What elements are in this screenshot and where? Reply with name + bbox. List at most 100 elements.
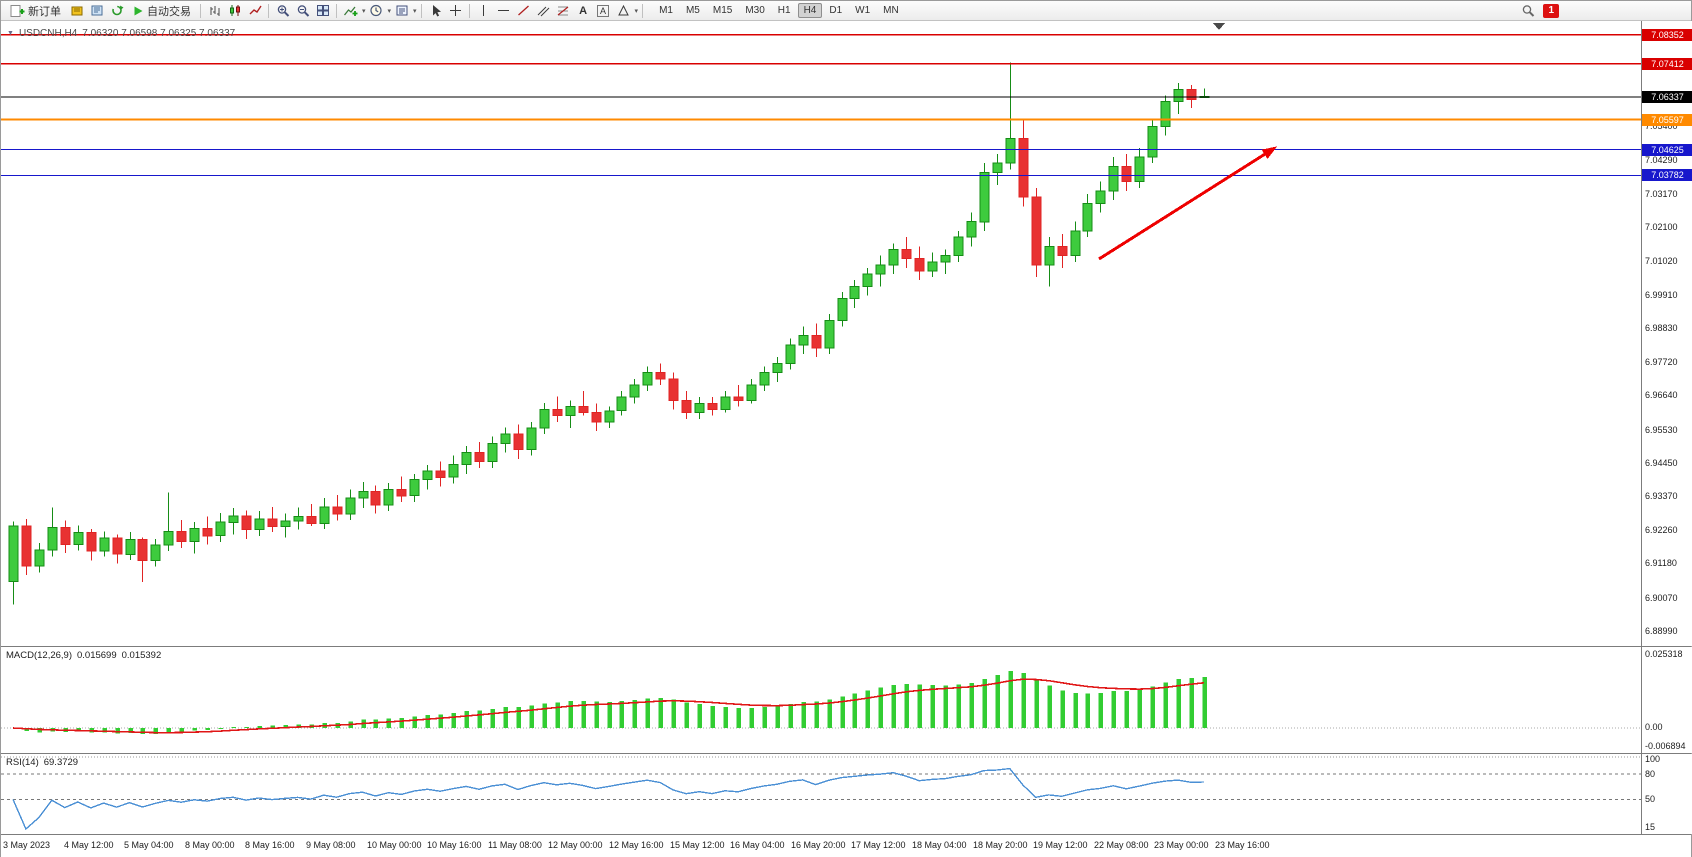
rsi-axis-label: 15 (1645, 822, 1656, 832)
vertical-line-tool-icon[interactable] (474, 2, 493, 19)
trendline-tool-icon[interactable] (514, 2, 533, 19)
bearish-candle (435, 470, 446, 478)
bullish-candle (293, 516, 304, 522)
time-axis-label: 9 May 08:00 (306, 840, 356, 850)
strategy-tester-icon[interactable] (87, 2, 106, 19)
template-dropdown-icon[interactable]: ▾ (413, 7, 417, 15)
timeframe-button-m30[interactable]: M30 (739, 3, 770, 18)
text-tool-icon[interactable]: A (579, 4, 588, 17)
price-chart-pane[interactable]: ▼ USDCNH,H4 7.06320 7.06598 7.06325 7.06… (1, 21, 1692, 646)
macd-indicator-pane[interactable]: MACD(12,26,9) 0.015699 0.015392 0.025318… (1, 646, 1692, 753)
chart-title: ▼ USDCNH,H4 7.06320 7.06598 7.06325 7.06… (7, 28, 235, 39)
auto-trading-label: 自动交易 (147, 5, 191, 18)
price-level-badge: 7.05597 (1642, 114, 1692, 126)
new-order-button[interactable]: 新订单 (5, 1, 66, 21)
bearish-candle (707, 402, 718, 411)
price-axis-label: 7.01020 (1645, 256, 1678, 266)
timeframe-button-mn[interactable]: MN (877, 3, 905, 18)
bullish-candle (824, 319, 835, 349)
macd-canvas (1, 671, 1641, 735)
bearish-candle (332, 506, 343, 515)
symbol-marker-icon[interactable]: ▼ (7, 30, 14, 37)
price-axis-label: 6.93370 (1645, 491, 1678, 501)
time-axis-label: 16 May 20:00 (791, 840, 846, 850)
bullish-candle (500, 433, 511, 444)
shapes-tool-icon[interactable] (614, 2, 633, 19)
fibonacci-tool-icon[interactable] (554, 2, 573, 19)
line-chart-style-icon[interactable] (245, 2, 264, 19)
bar-chart-style-icon[interactable] (205, 2, 224, 19)
price-axis[interactable]: 7.05400 7.04290 7.03170 7.02100 7.01020 6.999… (1641, 21, 1692, 646)
bullish-candle (345, 497, 356, 515)
timeframe-button-m1[interactable]: M1 (653, 3, 679, 18)
timeframe-button-m5[interactable]: M5 (680, 3, 706, 18)
time-axis-label: 12 May 16:00 (609, 840, 664, 850)
add-indicator-dropdown-icon[interactable]: ▾ (362, 7, 366, 15)
arrow-shaft (1098, 147, 1274, 261)
text-label-tool-icon[interactable]: A (594, 2, 613, 19)
cursor-icon[interactable] (426, 2, 445, 19)
bearish-candle (591, 412, 602, 423)
timeframe-button-w1[interactable]: W1 (849, 3, 876, 18)
bullish-candle (526, 427, 537, 451)
search-icon[interactable] (1518, 2, 1537, 19)
notification-badge[interactable]: 1 (1543, 3, 1559, 18)
refresh-icon[interactable] (107, 2, 126, 19)
price-level-badge: 7.08352 (1642, 29, 1692, 41)
price-level-badge: 7.04625 (1642, 144, 1692, 156)
channel-tool-icon[interactable] (534, 2, 553, 19)
timeframe-button-d1[interactable]: D1 (823, 3, 848, 18)
bullish-candle (862, 273, 873, 287)
bullish-candle (1082, 202, 1093, 232)
timeframe-button-h1[interactable]: H1 (772, 3, 797, 18)
chart-shift-marker-icon[interactable] (1213, 23, 1225, 30)
period-dropdown-icon[interactable]: ▾ (387, 7, 392, 15)
bearish-candle (655, 372, 666, 380)
price-chart-canvas[interactable] (1, 21, 1641, 646)
zoom-out-icon[interactable] (293, 2, 312, 19)
price-axis-label: 7.03170 (1645, 189, 1678, 199)
bullish-candle (940, 255, 951, 263)
time-axis-label: 8 May 16:00 (245, 840, 295, 850)
timeframe-button-h4[interactable]: H4 (797, 3, 823, 18)
candles-layer (8, 62, 1210, 605)
bullish-candle (319, 506, 330, 524)
template-icon[interactable] (392, 2, 411, 19)
time-axis-label: 10 May 00:00 (367, 840, 422, 850)
time-axis-label: 12 May 00:00 (548, 840, 603, 850)
rsi-indicator-pane[interactable]: RSI(14) 69.3729 100 80 50 15 (1, 753, 1692, 834)
period-clock-icon[interactable] (367, 2, 386, 19)
add-indicator-icon[interactable] (341, 2, 360, 19)
trend-arrow-annotation[interactable] (1098, 146, 1278, 261)
time-axis-label: 19 May 12:00 (1033, 840, 1088, 850)
shapes-dropdown-icon[interactable]: ▾ (634, 7, 639, 15)
data-window-icon[interactable] (67, 2, 86, 19)
time-axis-label: 5 May 04:00 (124, 840, 174, 850)
zoom-in-icon[interactable] (273, 2, 292, 19)
bearish-candle (21, 525, 32, 567)
bearish-candle (241, 515, 252, 531)
crosshair-icon[interactable] (446, 2, 465, 19)
timeframe-button-m15[interactable]: M15 (707, 3, 738, 18)
horizontal-line-tool-icon[interactable] (494, 2, 513, 19)
bullish-candle (1095, 190, 1106, 204)
macd-histogram (24, 671, 1207, 735)
toolbar-separator (420, 3, 422, 18)
bullish-candle (539, 409, 550, 429)
bearish-candle (86, 532, 97, 552)
candlestick-style-icon[interactable] (225, 2, 244, 19)
bearish-candle (1057, 245, 1068, 257)
bullish-candle (642, 372, 653, 386)
auto-trading-button[interactable]: 自动交易 (127, 1, 196, 21)
tile-windows-icon[interactable] (313, 2, 332, 19)
time-axis[interactable]: 3 May 2023 4 May 12:00 5 May 04:00 8 May 00… (1, 834, 1691, 857)
macd-axis-label: -0.006894 (1645, 741, 1686, 751)
bullish-candle (992, 162, 1003, 173)
bullish-candle (150, 544, 161, 561)
time-axis-label: 4 May 12:00 (64, 840, 114, 850)
macd-main-value: 0.015699 (77, 650, 117, 661)
horizontal-lines-layer[interactable] (1, 34, 1641, 177)
new-order-label: 新订单 (28, 5, 61, 18)
bearish-candle (578, 406, 589, 414)
